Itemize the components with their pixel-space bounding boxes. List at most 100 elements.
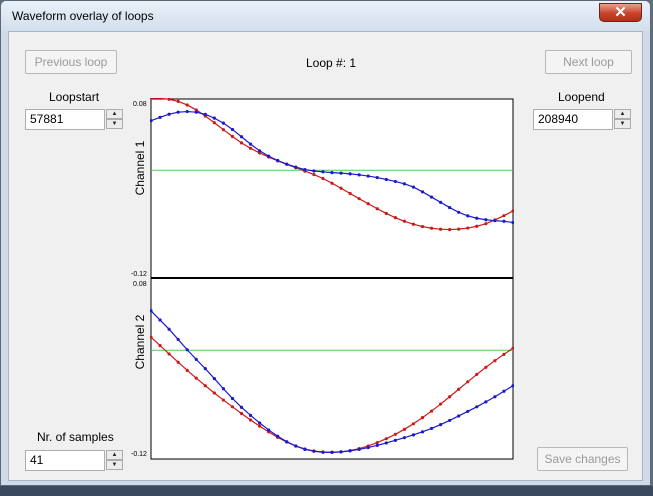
channel-2-blue-point [502,389,506,393]
channel-2-blue-point [493,395,497,399]
channel-1-red-point [475,224,479,228]
channel-1-blue-point [312,169,316,173]
loopend-up-arrow-icon[interactable]: ▲ [614,109,631,119]
channel-1-blue-point [276,158,280,163]
channel-1-red-point [466,226,470,230]
channel-2-blue-point [393,438,397,442]
samples-up-arrow-icon[interactable]: ▲ [106,450,123,460]
nr-of-samples-label: Nr. of samples [37,430,114,444]
channel-2-blue-point [357,447,361,452]
channel-2-blue-point [375,443,379,447]
channel-1-blue-point [357,173,361,177]
channel-1-ymax: 0.08 [133,101,147,108]
channel-2-red-point [158,343,162,348]
channel-1-red-point [402,219,406,223]
channel-2-blue-point [158,318,162,322]
channel-2-blue-point [384,441,388,445]
loopstart-up-arrow-icon[interactable]: ▲ [106,109,123,119]
close-button[interactable]: ✕ [599,3,642,22]
channel-2-blue-point [475,405,479,409]
channel-1-red-point [239,141,244,145]
channel-2-red-point [258,424,262,428]
channel-1-blue-point [203,112,207,116]
channel-1-blue-point [457,210,461,214]
channel-1-red-point [150,98,153,100]
channel-1-blue-point [267,154,271,158]
channel-2-red-point [194,376,198,380]
channel-2-red-point [203,384,207,388]
next-loop-button[interactable]: Next loop [545,50,632,74]
channel-2-blue-point [294,444,298,448]
channel-1-label: Channel 1 [133,140,147,196]
channel-1-blue-point [221,121,225,125]
channel-1-red-point [230,134,235,139]
channel-2-red-point [221,398,225,402]
channel-2-red-point [212,391,216,395]
channel-2-blue-point [203,367,207,371]
save-changes-button[interactable]: Save changes [537,447,628,471]
channel-1-blue-point [348,172,352,176]
channel-1-red-point [194,108,198,112]
previous-loop-button[interactable]: Previous loop [25,50,117,74]
channel-1-blue-point [475,216,479,220]
channel-2-blue-point [448,418,452,423]
channel-1-red-point [484,222,488,226]
channel-2-blue-point [457,414,461,418]
loopstart-input[interactable]: 57881 [25,109,105,130]
channel-2-blue-point [321,450,325,454]
channel-1-red-point [212,121,216,125]
channel-1-blue-point [212,116,216,120]
channel-2-red-point [375,440,379,445]
channel-1-blue-point [429,195,434,199]
channel-1-red-point [366,202,370,206]
channel-1-blue-point [230,127,235,132]
channel-2-blue-point [429,426,434,431]
channel-2-blue-point [348,449,352,453]
channel-2-red-point [475,372,479,377]
channel-2-red-point [185,368,189,372]
desktop-background [0,486,653,496]
channel-2-blue-point [303,447,307,451]
channel-2-blue-point [176,337,180,342]
channel-2-red-point [150,335,153,339]
channel-1-red-point [167,98,171,101]
loopend-down-arrow-icon[interactable]: ▼ [614,119,631,129]
channel-2-blue-point [330,450,334,454]
channel-1-blue-point [484,218,488,222]
channel-1-blue-point [330,171,334,175]
channel-1-red-point [393,216,397,220]
channel-1-blue-point [303,167,307,172]
loopend-input[interactable]: 208940 [533,109,613,130]
channel-2-red-point [167,352,171,356]
loopend-label: Loopend [558,90,605,104]
channel-1-blue-point [167,112,171,116]
channel-2-blue-point [212,376,216,381]
channel-1-blue-point [150,119,153,123]
channel-1-red-point [158,98,162,100]
channel-2-blue-point [285,440,289,444]
channel-1-blue-point [294,165,298,169]
channel-2-red-point [457,387,461,391]
channel-2-blue-point [150,309,153,313]
samples-down-arrow-icon[interactable]: ▼ [106,460,123,470]
channel-2-blue-point [366,445,370,450]
channel-1-blue-point [248,142,253,146]
channel-2-red-point [402,427,406,431]
channel-1-red-point [176,99,180,104]
channel-2-blue-point [439,423,443,427]
channel-1-blue-point [194,110,198,114]
channel-1-red-point [321,176,325,181]
channel-1-blue-point [420,190,425,194]
channel-2-ymin: -0.12 [131,451,147,458]
channel-2-blue-point [402,436,406,440]
samples-input[interactable]: 41 [25,450,105,471]
channel-2-blue-point [239,405,244,409]
loopstart-down-arrow-icon[interactable]: ▼ [106,119,123,129]
channel-2-red-point [502,352,506,356]
channel-2-blue-point [484,400,488,404]
channel-2-blue-point [258,421,262,425]
title-bar[interactable]: Waveform overlay of loops ✕ [1,1,650,31]
channel-2-blue-point [230,396,235,401]
channel-2-blue-point [267,428,271,432]
channel-2-blue-point [221,387,225,391]
